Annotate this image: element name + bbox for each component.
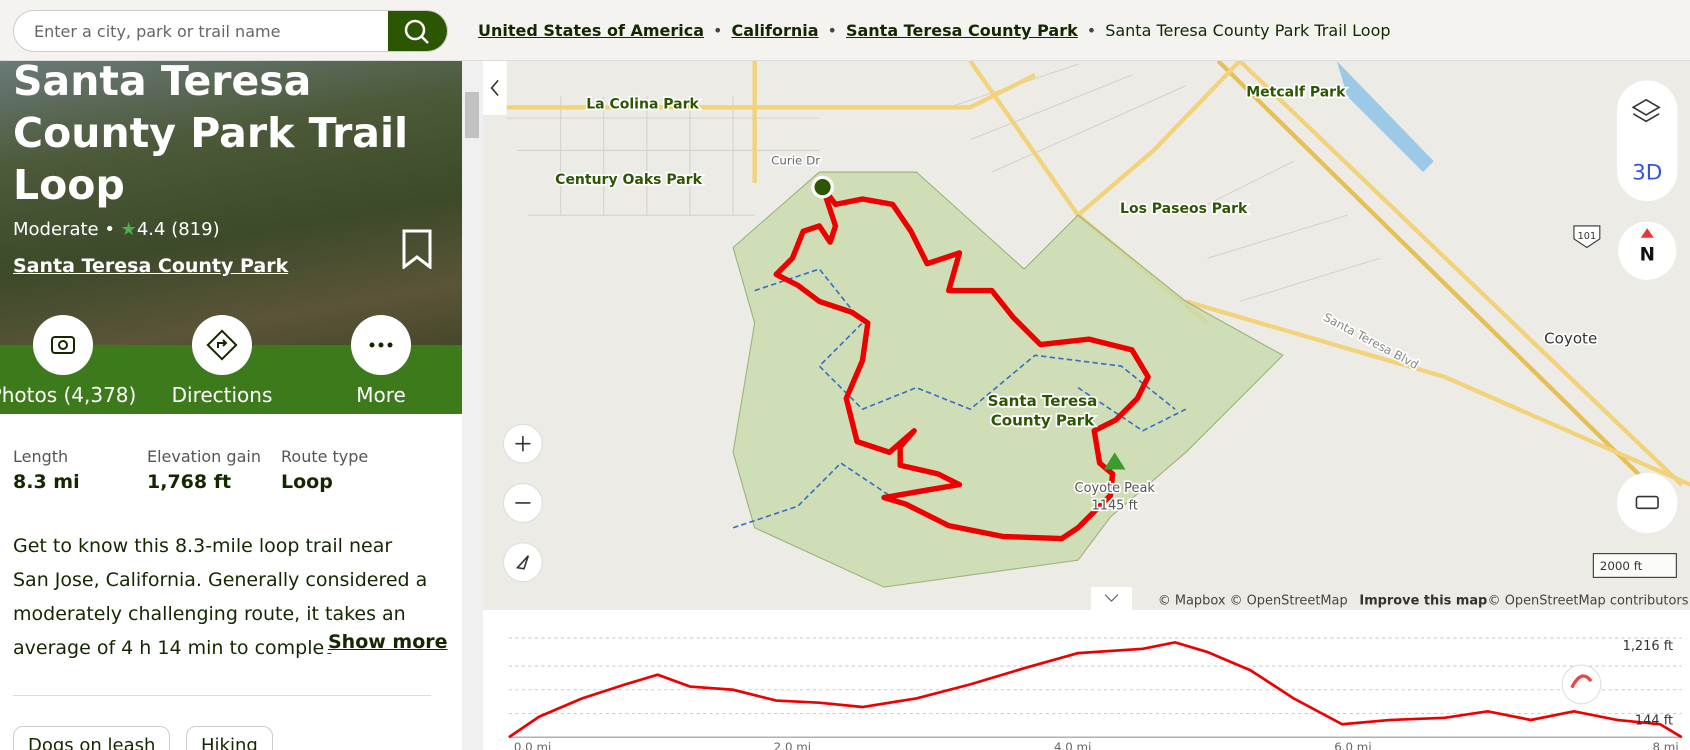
map-label: Metcalf Park: [1246, 85, 1346, 101]
map[interactable]: La Colina Park Century Oaks Park Curie D…: [483, 61, 1690, 610]
distance-label: 8 mi: [1652, 740, 1678, 750]
action-label: Directions: [171, 383, 273, 407]
action-label: More: [356, 383, 406, 407]
scrollbar-thumb[interactable]: [465, 92, 479, 138]
attribution[interactable]: © OpenStreetMap contributors: [1488, 593, 1689, 608]
breadcrumb-link[interactable]: United States of America: [478, 21, 705, 40]
trail-panel: Santa Teresa County Park Trail Loop Mode…: [0, 61, 462, 750]
photos-button[interactable]: [33, 315, 93, 375]
distance-label: 6.0 mi: [1334, 740, 1371, 750]
top-bar: Enter a city, park or trail name United …: [0, 0, 1690, 61]
distance-label: 4.0 mi: [1054, 740, 1091, 750]
divider: [13, 695, 431, 696]
map-label: Century Oaks Park: [555, 172, 702, 188]
scrollbar[interactable]: [462, 61, 483, 750]
stat-label: Route type: [281, 447, 369, 466]
bookmark-button[interactable]: [400, 229, 434, 269]
3d-toggle[interactable]: 3D: [1632, 161, 1662, 186]
search-icon: [404, 19, 429, 44]
description: Get to know this 8.3-mile loop trail nea…: [13, 535, 428, 659]
search-placeholder: Enter a city, park or trail name: [34, 22, 281, 41]
map-label: Santa Teresa: [988, 392, 1098, 410]
trailhead-marker[interactable]: [811, 175, 834, 199]
trail-route: [773, 185, 1151, 542]
rating: 4.4: [136, 219, 166, 240]
elevation-line: [508, 640, 1683, 739]
stat-value: 1,768 ft: [147, 471, 232, 493]
distance-label: 0.0 mi: [514, 740, 551, 750]
peak-marker: [1103, 452, 1126, 470]
assistant-button[interactable]: [1561, 664, 1602, 705]
compass[interactable]: [1618, 221, 1677, 280]
print-button[interactable]: [1617, 472, 1678, 534]
map-scale: 2000 ft: [1600, 559, 1643, 573]
map-label: County Park: [991, 411, 1095, 429]
map-label: La Colina Park: [586, 96, 699, 112]
review-count[interactable]: (819): [171, 219, 220, 240]
map-label: Curie Dr: [771, 153, 820, 167]
breadcrumb-link[interactable]: Santa Teresa County Park: [845, 21, 1078, 40]
action-label: Photos (4,378): [0, 383, 137, 407]
search-button[interactable]: [388, 11, 447, 51]
map-label: Los Paseos Park: [1120, 201, 1248, 217]
layer-controls[interactable]: [1617, 80, 1678, 202]
stat-label: Length: [13, 447, 69, 466]
attribution-link[interactable]: Improve this map: [1359, 593, 1487, 608]
elevation-profile: 1,216 ft 144 ft 0.0 mi 2.0 mi 4.0 mi 6.0…: [483, 610, 1690, 750]
compass-label: N: [1640, 244, 1655, 265]
stat-value: Loop: [281, 471, 333, 493]
breadcrumb-current: Santa Teresa County Park Trail Loop: [1105, 21, 1391, 40]
distance-label: 2.0 mi: [774, 740, 811, 750]
show-more-link[interactable]: Show more: [324, 631, 448, 653]
difficulty: Moderate: [13, 219, 99, 240]
park-link[interactable]: Santa Teresa County Park: [13, 255, 289, 277]
map-label: 1145 ft: [1092, 498, 1138, 513]
trail-title: Santa Teresa County Park Trail Loop: [13, 61, 409, 209]
trail-meta: Moderate • ★4.4 (819): [13, 219, 220, 240]
stat-label: Elevation gain: [147, 447, 261, 466]
breadcrumbs: United States of America • California • Sant…: [478, 21, 1391, 40]
elevation-max: 1,216 ft: [1623, 639, 1673, 654]
tag[interactable]: Hiking: [186, 726, 273, 750]
directions-button[interactable]: [192, 315, 252, 375]
breadcrumb-link[interactable]: California: [731, 21, 819, 40]
highway-shield: 101: [1578, 231, 1597, 242]
elevation-min: 144 ft: [1635, 713, 1673, 728]
tag[interactable]: Dogs on leash: [13, 726, 171, 750]
search-box[interactable]: Enter a city, park or trail name: [13, 10, 448, 52]
more-button[interactable]: [351, 315, 411, 375]
stat-value: 8.3 mi: [13, 471, 80, 493]
collapse-panel[interactable]: [483, 61, 507, 115]
map-label: Coyote: [1544, 329, 1597, 347]
expand-elevation[interactable]: [1090, 587, 1132, 610]
attribution[interactable]: © Mapbox © OpenStreetMap: [1158, 593, 1348, 608]
map-label: Coyote Peak: [1075, 481, 1156, 496]
